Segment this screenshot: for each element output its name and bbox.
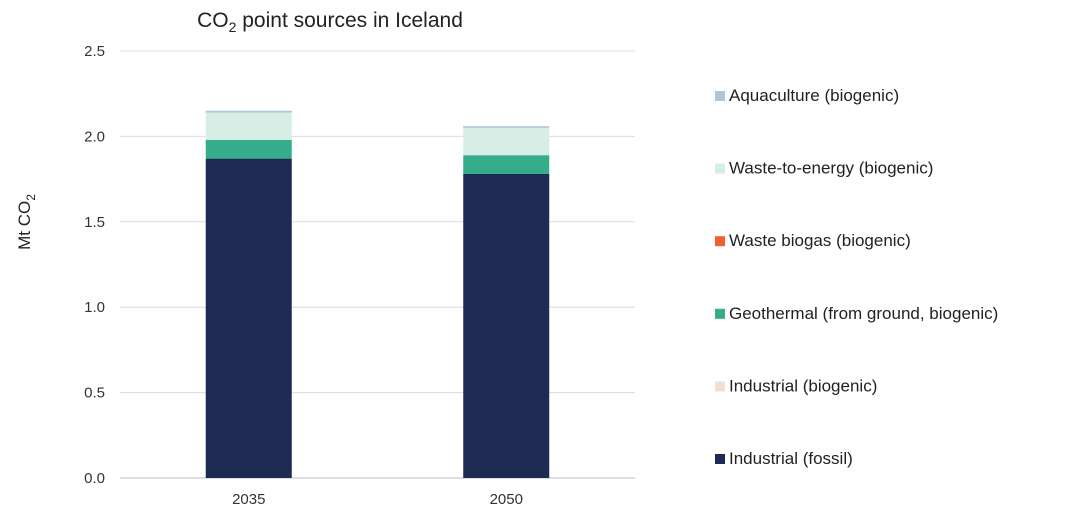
legend-swatch (715, 91, 725, 101)
chart-title: CO2 point sources in Iceland (197, 9, 463, 35)
bar-segment (463, 173, 550, 478)
y-tick-label: 0.0 (84, 470, 105, 487)
legend-label: Waste biogas (biogenic) (729, 231, 911, 250)
bar-segment (205, 158, 292, 478)
legend-label: Waste-to-energy (biogenic) (729, 159, 933, 178)
legend-swatch (715, 381, 725, 392)
legend-swatch (715, 163, 725, 174)
bars (205, 110, 550, 478)
y-tick-label: 1.5 (84, 214, 105, 231)
y-tick-label: 2.5 (84, 43, 105, 60)
y-axis-label: Mt CO2 (15, 194, 38, 250)
legend-label: Industrial (biogenic) (729, 376, 877, 395)
legend-label: Industrial (fossil) (729, 449, 853, 468)
legend-swatch (715, 308, 725, 319)
y-tick-label: 2.0 (84, 128, 105, 145)
legend-label: Geothermal (from ground, biogenic) (729, 304, 998, 323)
bar-segment (205, 112, 292, 140)
bar-segment (463, 126, 550, 128)
legend-swatch (715, 454, 725, 464)
x-tick-label: 2035 (232, 491, 265, 508)
legend: Aquaculture (biogenic) Waste-to-energy (b… (715, 86, 998, 468)
bar-segment (463, 127, 550, 156)
legend-label: Aquaculture (biogenic) (729, 86, 899, 105)
bar-segment (205, 139, 292, 159)
y-tick-label: 0.5 (84, 385, 105, 402)
gridlines (120, 50, 635, 479)
x-tick-label: 2050 (490, 491, 523, 508)
axes: 0.0 0.5 1.0 1.5 2.0 2.5 2035 2050 (84, 43, 523, 508)
bar-segment (205, 110, 292, 113)
y-tick-label: 1.0 (84, 299, 105, 316)
legend-swatch (715, 236, 725, 247)
bar-segment (463, 155, 550, 174)
